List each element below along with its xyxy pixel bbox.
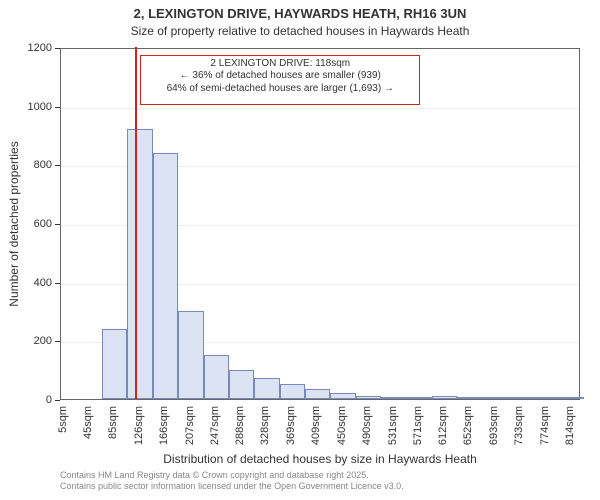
histogram-bar xyxy=(381,397,406,399)
annotation-line: 2 LEXINGTON DRIVE: 118sqm xyxy=(145,58,415,71)
x-tick-label: 774sqm xyxy=(539,406,551,448)
y-tick-label: 800 xyxy=(22,159,52,171)
y-tick-mark xyxy=(55,400,60,401)
x-tick-label: 531sqm xyxy=(387,406,399,448)
y-gridline xyxy=(61,108,579,109)
y-tick-label: 400 xyxy=(22,277,52,289)
histogram-bar xyxy=(432,396,457,399)
histogram-bar xyxy=(559,397,584,399)
histogram-bar xyxy=(508,397,533,399)
histogram-bar xyxy=(153,153,178,399)
y-tick-mark xyxy=(55,224,60,225)
x-tick-label: 612sqm xyxy=(437,406,449,448)
histogram-bar xyxy=(407,397,432,399)
histogram-bar xyxy=(102,329,127,399)
highlight-cutline xyxy=(135,47,137,399)
x-tick-label: 814sqm xyxy=(564,406,576,448)
x-tick-label: 490sqm xyxy=(361,406,373,448)
y-axis-label: Number of detached properties xyxy=(7,141,21,306)
y-tick-mark xyxy=(55,48,60,49)
x-tick-label: 247sqm xyxy=(209,406,221,448)
histogram-bar xyxy=(457,397,482,399)
x-tick-label: 652sqm xyxy=(462,406,474,448)
y-tick-mark xyxy=(55,165,60,166)
x-tick-label: 369sqm xyxy=(285,406,297,448)
x-tick-label: 85sqm xyxy=(107,406,119,448)
attribution-text: Contains HM Land Registry data © Crown c… xyxy=(60,470,404,492)
y-tick-label: 600 xyxy=(22,218,52,230)
histogram-bar xyxy=(127,129,152,399)
x-tick-label: 126sqm xyxy=(133,406,145,448)
histogram-bar xyxy=(229,370,254,399)
x-tick-label: 450sqm xyxy=(336,406,348,448)
y-tick-mark xyxy=(55,283,60,284)
y-tick-label: 1000 xyxy=(22,101,52,113)
x-tick-label: 693sqm xyxy=(488,406,500,448)
x-axis-label: Distribution of detached houses by size … xyxy=(163,452,477,466)
attribution-line: Contains HM Land Registry data © Crown c… xyxy=(60,470,404,481)
histogram-bar xyxy=(330,393,355,399)
x-tick-label: 409sqm xyxy=(310,406,322,448)
histogram-bar xyxy=(254,378,279,399)
chart-container: { "layout": { "width": 600, "height": 50… xyxy=(0,0,600,500)
attribution-line: Contains public sector information licen… xyxy=(60,481,404,492)
x-tick-label: 5sqm xyxy=(57,406,69,448)
x-tick-label: 733sqm xyxy=(513,406,525,448)
y-tick-mark xyxy=(55,341,60,342)
chart-title: 2, LEXINGTON DRIVE, HAYWARDS HEATH, RH16… xyxy=(0,6,600,21)
chart-subtitle: Size of property relative to detached ho… xyxy=(0,24,600,38)
y-tick-mark xyxy=(55,107,60,108)
histogram-bar xyxy=(204,355,229,399)
histogram-bar xyxy=(305,389,330,399)
x-tick-label: 166sqm xyxy=(158,406,170,448)
y-tick-label: 1200 xyxy=(22,42,52,54)
annotation-line: 64% of semi-detached houses are larger (… xyxy=(145,83,415,96)
histogram-bar xyxy=(356,396,381,399)
annotation-line: ← 36% of detached houses are smaller (93… xyxy=(145,70,415,83)
histogram-bar xyxy=(483,397,508,399)
plot-area: 2 LEXINGTON DRIVE: 118sqm← 36% of detach… xyxy=(60,48,580,400)
histogram-bar xyxy=(178,311,203,399)
histogram-bar xyxy=(280,384,305,399)
y-tick-label: 200 xyxy=(22,335,52,347)
x-tick-label: 207sqm xyxy=(184,406,196,448)
x-tick-label: 571sqm xyxy=(412,406,424,448)
x-tick-label: 45sqm xyxy=(82,406,94,448)
histogram-bar xyxy=(533,397,558,399)
annotation-box: 2 LEXINGTON DRIVE: 118sqm← 36% of detach… xyxy=(140,55,420,105)
x-tick-label: 328sqm xyxy=(259,406,271,448)
x-tick-label: 288sqm xyxy=(234,406,246,448)
y-tick-label: 0 xyxy=(22,394,52,406)
